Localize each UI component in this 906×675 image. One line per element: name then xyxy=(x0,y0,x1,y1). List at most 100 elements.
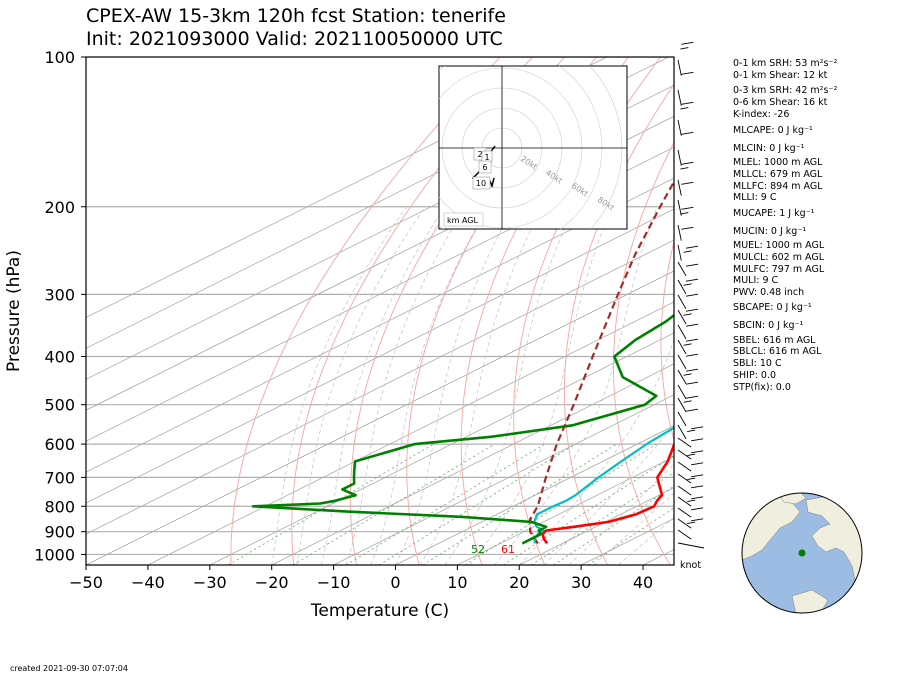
index-item: MULFC: 797 m AGL xyxy=(733,264,825,275)
wind-barb xyxy=(677,438,704,460)
temperature-profile xyxy=(541,442,674,545)
wind-barb xyxy=(677,41,694,76)
wind-barb xyxy=(677,181,694,216)
wind-barb xyxy=(677,278,699,310)
wind-barb xyxy=(677,485,704,507)
surface-temperature-label: 61 xyxy=(501,543,515,556)
isotherm xyxy=(86,239,674,535)
wind-barb xyxy=(677,131,694,166)
dry-adiabat xyxy=(230,57,501,565)
wind-barb xyxy=(677,226,694,261)
moist-adiabat xyxy=(469,206,614,565)
isotherm xyxy=(457,456,674,565)
hodograph-inset: 20kt 40kt 60kt 80kt 2 1 6 10 km AGL xyxy=(438,65,628,230)
x-tick-label: −30 xyxy=(193,573,227,592)
wind-barb xyxy=(677,426,704,448)
dry-adiabat xyxy=(838,57,906,565)
hodograph-height-2: 2 xyxy=(477,150,482,159)
x-tick-label: −40 xyxy=(131,573,165,592)
x-axis-label: Temperature (C) xyxy=(310,601,449,621)
moist-adiabat xyxy=(519,338,674,565)
surface-dewpoint-label: 52 xyxy=(471,543,485,556)
wind-barb xyxy=(677,293,699,325)
index-item: MLLFC: 894 m AGL xyxy=(733,181,823,192)
moist-adiabat xyxy=(320,206,445,565)
y-tick-label: 100 xyxy=(44,48,75,67)
moist-adiabat xyxy=(444,206,576,565)
wind-barb xyxy=(677,507,704,529)
x-tick-label: −50 xyxy=(69,573,103,592)
isotherm xyxy=(395,425,674,565)
dry-adiabat xyxy=(563,83,674,565)
mixing-ratio-line xyxy=(292,443,495,565)
wind-barb xyxy=(677,101,694,136)
wind-barb xyxy=(677,408,699,440)
moist-adiabat xyxy=(370,206,489,565)
index-item: MLCAPE: 0 J kg⁻¹ xyxy=(733,125,813,136)
wind-barb xyxy=(677,338,699,370)
moist-adiabat xyxy=(568,463,674,565)
mixing-ratio-line xyxy=(531,472,674,565)
index-item: 0-3 km SRH: 42 m²s⁻² xyxy=(733,85,838,96)
wind-barb xyxy=(677,71,694,106)
y-tick-label: 1000 xyxy=(34,545,75,564)
y-tick-label: 200 xyxy=(44,198,75,217)
wind-barb xyxy=(677,263,699,295)
moist-adiabat xyxy=(419,206,543,565)
dry-adiabat xyxy=(460,57,629,565)
virtual-temperature-profile xyxy=(533,426,674,544)
index-item: MLLI: 9 C xyxy=(733,192,777,203)
y-tick-label: 400 xyxy=(44,348,75,367)
x-tick-label: 10 xyxy=(447,573,467,592)
index-item: SHIP: 0.0 xyxy=(733,370,777,381)
y-tick-label: 700 xyxy=(44,468,75,487)
x-tick-label: −10 xyxy=(317,573,351,592)
index-item: MULI: 9 C xyxy=(733,275,779,286)
moist-adiabat xyxy=(296,206,426,565)
chart-title-line-1: CPEX-AW 15-3km 120h fcst Station: teneri… xyxy=(86,5,506,27)
wind-barb xyxy=(677,161,694,196)
isotherm xyxy=(86,57,607,318)
plot-frame xyxy=(85,56,675,566)
moist-adiabat xyxy=(395,206,515,565)
isotherm xyxy=(86,146,674,442)
dry-adiabat xyxy=(613,141,674,565)
index-item: MUEL: 1000 m AGL xyxy=(733,240,825,251)
y-tick-label: 900 xyxy=(44,523,75,542)
mixing-ratio-line xyxy=(228,443,434,565)
wind-barb xyxy=(677,381,699,413)
mixing-ratio-line xyxy=(345,443,545,565)
moist-adiabat xyxy=(345,206,466,565)
mixing-ratio-line xyxy=(378,443,576,565)
wind-barb xyxy=(677,542,705,549)
wind-barb xyxy=(677,323,699,355)
wind-barb xyxy=(677,308,699,340)
hodograph-label: km AGL xyxy=(447,216,479,225)
x-tick-label: 30 xyxy=(571,573,591,592)
dry-adiabat xyxy=(513,57,661,565)
wind-barb xyxy=(677,245,699,277)
isotherm xyxy=(333,394,674,565)
dry-adiabat xyxy=(406,57,597,565)
index-item: STP(fix): 0.0 xyxy=(733,382,791,393)
hodograph-height-1: 1 xyxy=(484,153,489,162)
dewpoint-profile xyxy=(251,313,674,545)
isotherm xyxy=(86,177,674,473)
moist-adiabat xyxy=(271,206,407,565)
wind-barb xyxy=(677,518,704,540)
chart-title-line-2: Init: 2021093000 Valid: 202110050000 UTC xyxy=(86,28,503,50)
y-tick-label: 800 xyxy=(44,497,75,516)
index-item: 0-6 km Shear: 16 kt xyxy=(733,97,828,108)
y-tick-label: 600 xyxy=(44,435,75,454)
dry-adiabat xyxy=(349,57,565,565)
wind-barb xyxy=(677,368,699,400)
wind-barbs xyxy=(677,41,705,549)
wind-barb xyxy=(677,496,704,518)
knot-unit-label: knot xyxy=(680,560,702,571)
isotherm xyxy=(209,332,674,565)
isotherm xyxy=(86,208,674,504)
axis-ticks: −50 −40 −30 −20 −10 0 10 20 30 40 1000 900 800 700 600… xyxy=(34,48,653,592)
y-axis-label: Pressure (hPa) xyxy=(4,250,24,372)
mixing-ratio-line xyxy=(422,443,617,565)
